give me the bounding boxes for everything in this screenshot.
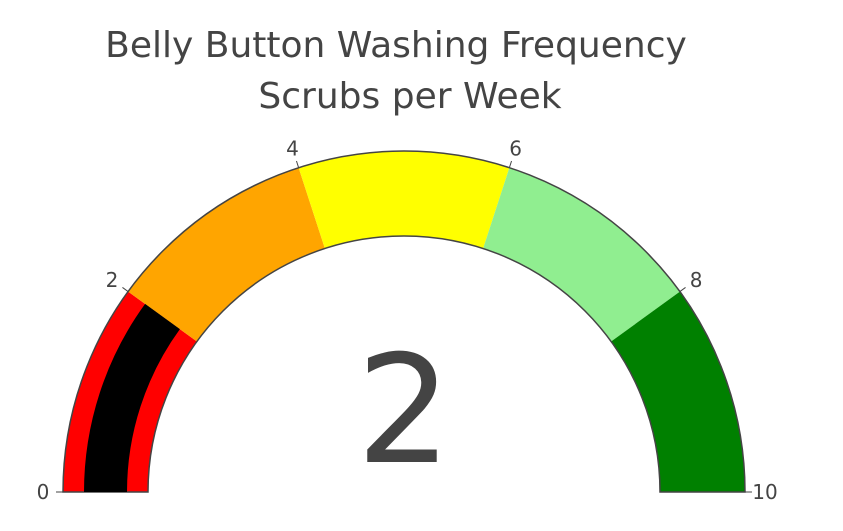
gauge-tick-mark-6 — [508, 160, 513, 168]
gauge-value-bar-group — [84, 303, 180, 492]
gauge-value-bar — [84, 303, 180, 492]
gauge-step-4-6 — [298, 150, 510, 249]
gauge-tick-mark-2 — [122, 287, 129, 292]
gauge-step-6-8 — [483, 167, 680, 342]
gauge-tick-label-6: 6 — [509, 137, 522, 161]
gauge-step-2-4 — [128, 167, 325, 342]
gauge-value-number: 2 — [356, 324, 451, 498]
chart-title-line-2: Scrubs per Week — [258, 76, 561, 117]
gauge-tick-mark-8 — [679, 287, 686, 292]
gauge-ticks: 0 2 4 6 8 10 — [37, 137, 778, 504]
gauge-tick-label-8: 8 — [690, 268, 703, 292]
chart-title-line-1: Belly Button Washing Frequency — [105, 25, 687, 66]
gauge-tick-label-10: 10 — [752, 480, 777, 504]
gauge-tick-mark-4 — [295, 160, 300, 168]
gauge-tick-label-4: 4 — [286, 137, 299, 161]
gauge-tick-label-0: 0 — [37, 480, 50, 504]
gauge-border — [62, 150, 746, 493]
gauge-step-8-10 — [611, 291, 745, 492]
gauge-tick-label-2: 2 — [106, 268, 119, 292]
